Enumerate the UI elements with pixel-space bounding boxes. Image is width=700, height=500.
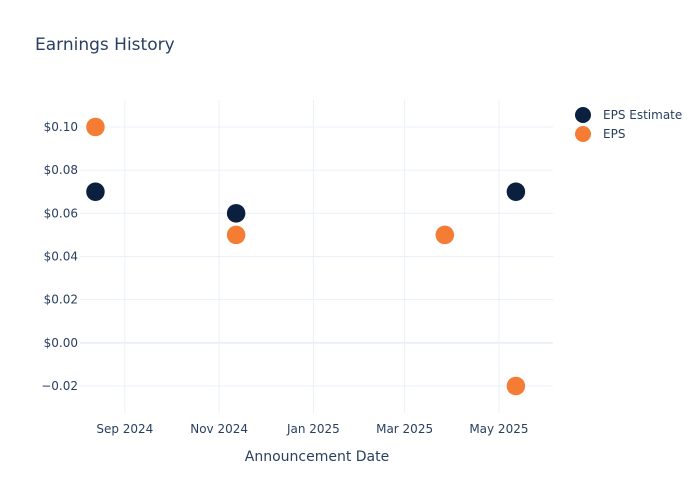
- data-points: [85, 117, 526, 396]
- legend-label-eps: EPS: [603, 127, 625, 141]
- x-tick-label: Mar 2025: [376, 422, 433, 436]
- y-tick-label: $0.04: [44, 250, 78, 264]
- x-axis-ticks: Sep 2024 Nov 2024 Jan 2025 Mar 2025 May 2025: [96, 422, 528, 436]
- legend-marker-eps-estimate: [575, 107, 591, 123]
- grid-layer: [80, 100, 553, 413]
- legend-marker-eps: [575, 126, 591, 142]
- eps-estimate-point[interactable]: [506, 181, 526, 202]
- x-tick-label: Jan 2025: [286, 422, 340, 436]
- eps-estimate-point[interactable]: [85, 181, 106, 202]
- eps-estimate-point[interactable]: [226, 203, 246, 224]
- y-tick-label: $0.00: [44, 336, 78, 350]
- legend-label-eps-estimate: EPS Estimate: [603, 108, 682, 122]
- y-tick-label: −0.02: [41, 379, 78, 393]
- eps-point[interactable]: [435, 225, 455, 245]
- chart-title: Earnings History: [35, 35, 175, 55]
- y-tick-label: $0.08: [44, 163, 78, 177]
- y-tick-label: $0.02: [44, 293, 78, 307]
- eps-point[interactable]: [85, 117, 106, 137]
- x-tick-label: May 2025: [469, 422, 528, 436]
- y-axis-ticks: $0.10 $0.08 $0.06 $0.04 $0.02 $0.00 −0.02: [41, 120, 78, 393]
- eps-point[interactable]: [226, 225, 246, 245]
- legend[interactable]: EPS Estimate EPS: [575, 107, 682, 142]
- y-tick-label: $0.10: [44, 120, 78, 134]
- x-tick-label: Sep 2024: [96, 422, 153, 436]
- x-tick-label: Nov 2024: [190, 422, 248, 436]
- y-tick-label: $0.06: [44, 206, 78, 220]
- eps-point[interactable]: [506, 376, 526, 396]
- x-axis-label: Announcement Date: [245, 449, 389, 465]
